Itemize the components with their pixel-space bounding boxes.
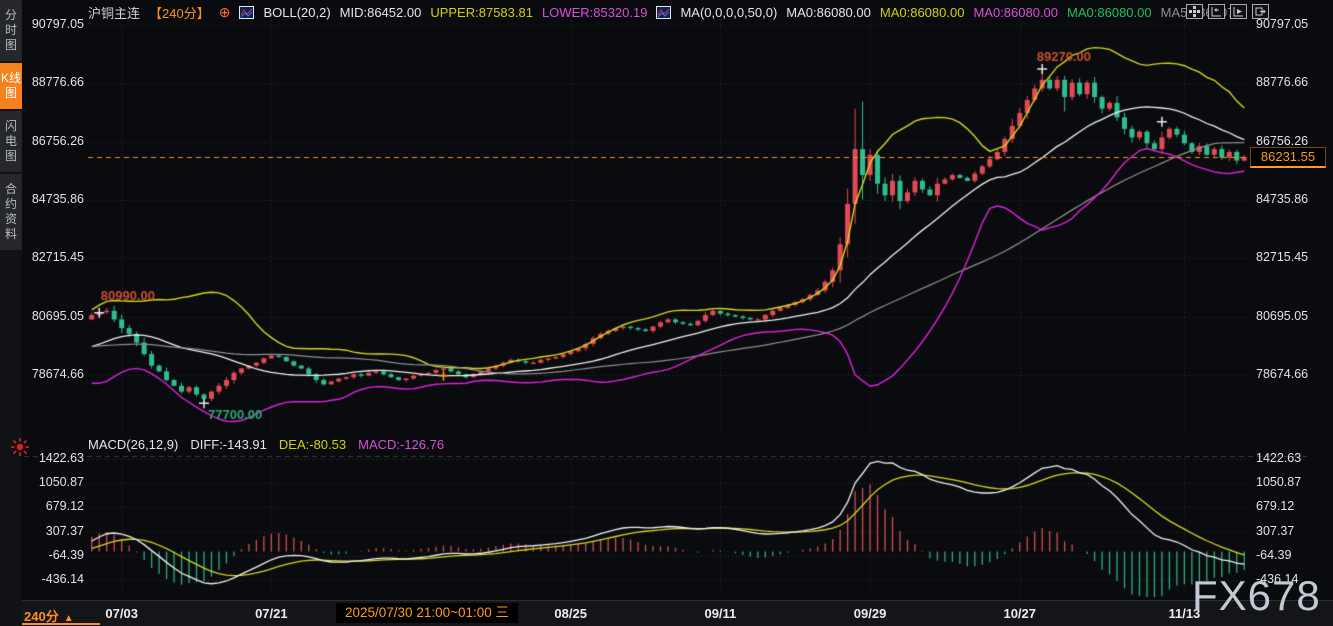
symbol-name: 沪铜主连 [88,5,141,21]
period-label: 【240分】 [149,5,210,21]
macd-dea-value: DEA:-80.53 [278,437,347,452]
boll-title: BOLL(20,2) [263,4,331,20]
x-axis-date-label: 10/27 [1003,606,1037,621]
ma0-value-1: MA0:86080.00 [786,4,871,20]
period-selector-label: 240分 [24,609,59,624]
ma0-value-3: MA0:86080.00 [973,4,1059,20]
sidebar-tab-contract-info[interactable]: 合约资料 [0,174,22,250]
macd-title: MACD(26,12,9) [88,437,179,452]
chart-toolbar [1186,4,1269,19]
x-axis-date-label: 09/29 [853,606,887,621]
chevron-up-icon: ▲ [63,613,74,624]
x-axis-date-label: 07/03 [105,606,138,621]
ma-title: MA(0,0,0,0,50,0) [680,4,778,20]
scale-right-icon[interactable] [1252,4,1269,19]
boll-upper-value: UPPER:87583.81 [430,4,533,20]
x-axis-date-label: 11/13 [1168,606,1201,621]
sidebar: 分时图 K线图 闪电图 合约资料 [0,0,22,626]
sidebar-tab-lightning[interactable]: 闪电图 [0,111,22,172]
ma0-value-4: MA0:86080.00 [1067,4,1152,20]
indicator-header: 沪铜主连 【240分】 ⊕ BOLL(20,2) MID:86452.00 UP… [88,3,1238,21]
crosshair-date-box: 2025/07/30 21:00~01:00 三 [336,603,519,623]
x-axis-date-label: 08/25 [554,606,587,621]
scale-left-icon[interactable] [1208,4,1225,19]
period-underline [14,623,100,625]
x-axis-date-label: 09/11 [704,606,737,621]
boll-lower-value: LOWER:85320.19 [541,4,648,20]
x-axis-date-label: 07/21 [255,606,288,621]
bottom-time-bar: 240分 ▲ 2025/07/30 21:00~01:00 三 07/03 07/2… [0,600,1333,626]
sidebar-tab-timeshare[interactable]: 分时图 [0,0,22,61]
macd-diff-value: DIFF:-143.91 [190,437,267,452]
ma-chart-icon[interactable] [656,5,672,19]
pan-pad-icon[interactable] [1186,4,1203,19]
play-forward-icon[interactable] [1230,4,1247,19]
sidebar-tab-kline[interactable]: K线图 [0,63,22,109]
last-price-tag: 86231.55 [1250,146,1326,168]
alert-sun-icon[interactable] [10,437,30,457]
period-selector[interactable]: 240分 ▲ [24,606,74,625]
macd-header: MACD(26,12,9) DIFF:-143.91 DEA:-80.53 MA… [88,437,444,452]
boll-mid-value: MID:86452.00 [339,4,422,20]
macd-macd-value: MACD:-126.76 [358,437,445,452]
watermark: FX678 [1192,572,1321,619]
boll-chart-icon[interactable] [239,5,255,19]
add-indicator-icon[interactable]: ⊕ [218,4,231,20]
ma0-value-2: MA0:86080.00 [879,4,965,20]
